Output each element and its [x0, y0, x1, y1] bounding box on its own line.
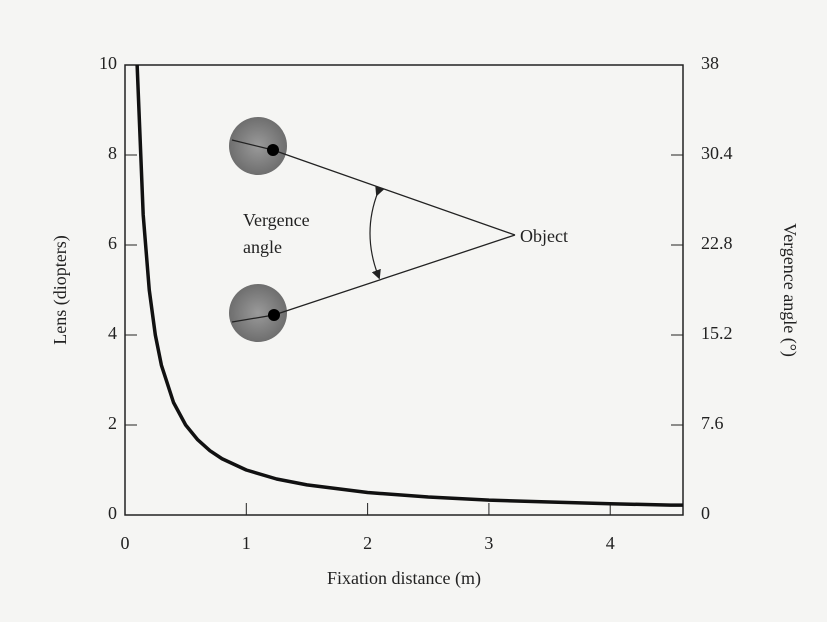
- y2-tick-label: 22.8: [701, 233, 733, 253]
- plot-frame: [124, 64, 684, 516]
- angle-arc: [369, 185, 385, 280]
- y2-tick-label: 15.2: [701, 323, 733, 343]
- sight-line: [272, 149, 516, 236]
- y-tick-label: 8: [108, 143, 117, 163]
- y2-tick-label: 38: [701, 53, 719, 73]
- x-tick-label: 0: [121, 533, 130, 553]
- y-axis-label: Lens (diopters): [50, 235, 71, 344]
- eye-axis: [231, 314, 275, 323]
- annotation: Vergence: [243, 210, 310, 230]
- x-tick-label: 2: [363, 533, 372, 553]
- y-tick-label: 4: [108, 323, 117, 343]
- y2-tick-label: 30.4: [701, 143, 733, 163]
- annotation: Object: [520, 226, 568, 246]
- pupil: [267, 144, 279, 156]
- vergence-diagram: Vergence angle Object: [229, 117, 568, 342]
- x-tick-label: 4: [606, 533, 615, 553]
- eye-axis: [231, 139, 274, 151]
- y-tick-label: 2: [108, 413, 117, 433]
- eye: [229, 284, 287, 342]
- y2-tick-label: 7.6: [701, 413, 724, 433]
- pupil: [268, 309, 280, 321]
- annotation: angle: [243, 237, 282, 257]
- y2-tick-label: 0: [701, 503, 710, 523]
- y-tick-label: 0: [108, 503, 117, 523]
- data-line: [135, 64, 683, 507]
- y-tick-label: 10: [99, 53, 117, 73]
- sight-line: [273, 234, 516, 316]
- x-tick-label: 1: [242, 533, 251, 553]
- x-tick-label: 3: [484, 533, 493, 553]
- y2-axis-label: Vergence angle (°): [779, 223, 800, 357]
- y-tick-label: 6: [108, 233, 117, 253]
- x-axis-label: Fixation distance (m): [327, 568, 481, 589]
